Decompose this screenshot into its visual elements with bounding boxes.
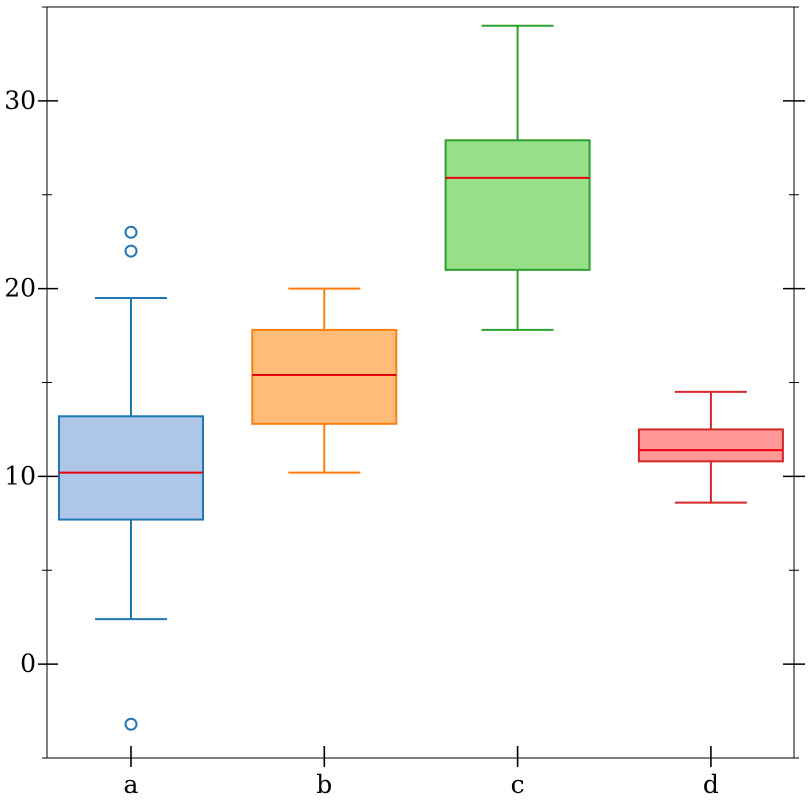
y-tick-label: 0 <box>20 649 36 678</box>
x-tick-label: d <box>703 770 719 799</box>
boxes <box>58 24 784 731</box>
box-b <box>251 287 398 474</box>
iqr-box <box>58 415 204 521</box>
outlier-point <box>124 244 138 258</box>
box-c <box>444 24 591 331</box>
iqr-box <box>251 328 398 425</box>
iqr-box <box>444 139 591 271</box>
tick-labels: 0 10 20 30 a b c d <box>4 86 719 799</box>
y-tick-label: 20 <box>4 274 36 303</box>
x-tick-label: c <box>511 770 525 799</box>
plot-frame <box>46 6 795 759</box>
axis-ticks <box>38 6 805 767</box>
iqr-box <box>637 428 784 463</box>
outlier-point <box>124 225 138 239</box>
x-tick-label: a <box>124 770 139 799</box>
box-d <box>637 390 784 504</box>
y-tick-label: 10 <box>4 461 36 490</box>
outlier-point <box>124 717 138 731</box>
x-tick-label: b <box>316 770 332 799</box>
box-a <box>58 225 204 731</box>
y-tick-label: 30 <box>4 86 36 115</box>
